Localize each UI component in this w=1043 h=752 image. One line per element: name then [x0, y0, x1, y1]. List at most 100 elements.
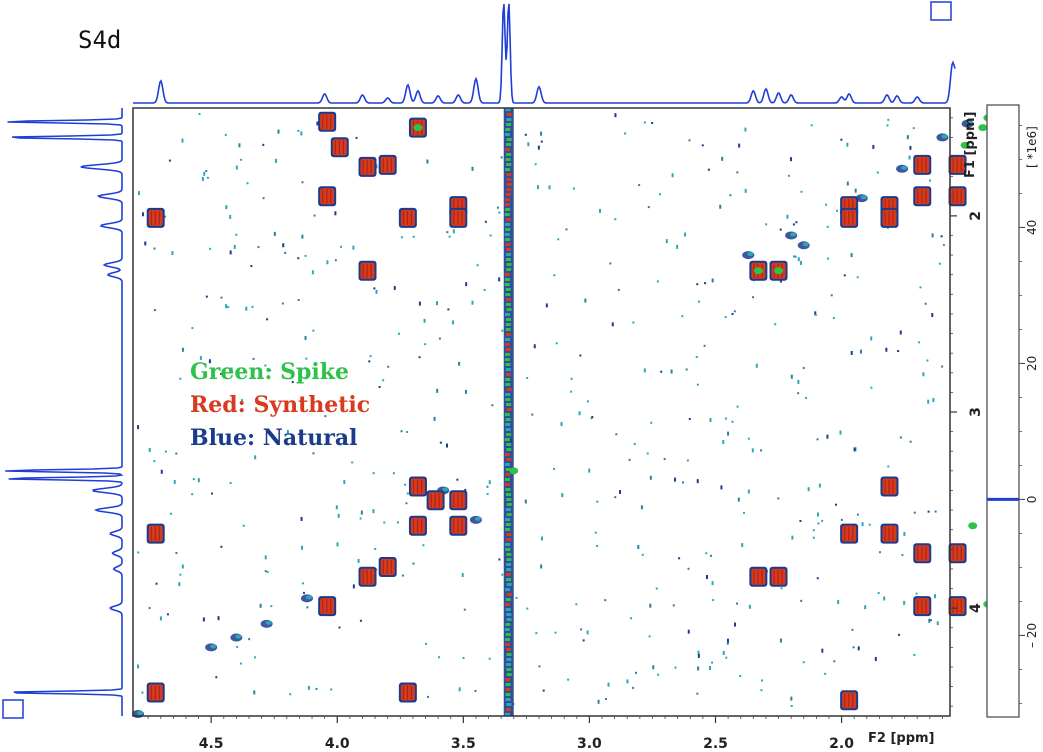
- noise-dot: [870, 336, 873, 341]
- noise-dot: [343, 480, 346, 485]
- noise-dot: [498, 277, 501, 282]
- noise-dot: [742, 511, 745, 514]
- cross-peak-contour: [457, 518, 459, 533]
- cross-peak-contour: [154, 210, 156, 225]
- solvent-segment: [505, 378, 511, 381]
- noise-dot: [524, 499, 527, 504]
- solvent-segment: [504, 213, 510, 216]
- noise-dot: [153, 309, 156, 312]
- noise-dot: [273, 231, 276, 236]
- solvent-segment: [504, 628, 510, 631]
- noise-dot: [903, 531, 906, 536]
- x-tick-label: 4.0: [325, 736, 350, 752]
- solvent-segment: [506, 613, 512, 616]
- noise-dot: [274, 158, 277, 163]
- y-tick-label: 4: [968, 603, 984, 613]
- f2-projection-trace: [133, 3, 956, 104]
- noise-dot: [560, 422, 563, 427]
- solvent-segment: [506, 268, 512, 271]
- diagonal-peak-core: [790, 232, 797, 237]
- noise-dot: [462, 656, 465, 659]
- solvent-segment: [504, 198, 510, 201]
- solvent-segment: [506, 183, 512, 186]
- noise-dot: [579, 354, 582, 357]
- noise-dot: [160, 469, 163, 474]
- solvent-segment: [505, 398, 511, 401]
- noise-dot: [712, 599, 715, 602]
- noise-dot: [181, 347, 184, 352]
- noise-dot: [412, 562, 415, 565]
- noise-dot: [851, 628, 854, 631]
- noise-dot: [553, 274, 556, 277]
- noise-dot: [878, 551, 881, 554]
- solvent-segment: [504, 233, 510, 236]
- solvent-segment: [506, 568, 512, 571]
- noise-dot: [424, 642, 427, 645]
- solvent-segment: [505, 218, 511, 221]
- noise-dot: [604, 599, 607, 602]
- spike-peaks: [413, 114, 993, 608]
- noise-dot: [324, 415, 327, 418]
- noise-dot: [793, 255, 796, 258]
- noise-dot: [253, 690, 256, 695]
- solvent-segment: [506, 648, 512, 651]
- noise-dot: [264, 555, 267, 560]
- noise-dot: [488, 657, 491, 660]
- noise-dot: [254, 455, 257, 460]
- noise-dot: [633, 443, 636, 446]
- noise-dot: [688, 139, 691, 142]
- noise-dot: [852, 646, 855, 649]
- noise-dot: [663, 458, 666, 461]
- noise-dot: [665, 239, 668, 244]
- solvent-segment: [506, 513, 512, 516]
- spike-peak: [509, 467, 519, 475]
- solvent-segment: [504, 203, 510, 206]
- diagonal-peak-core: [802, 242, 809, 247]
- noise-dot: [912, 127, 915, 130]
- noise-dot: [286, 429, 289, 434]
- noise-dot: [545, 303, 548, 308]
- noise-dot: [588, 468, 591, 473]
- cross-peak-contour: [925, 157, 927, 172]
- solvent-segment: [505, 208, 511, 211]
- solvent-segment: [506, 388, 512, 391]
- noise-dot: [850, 350, 853, 355]
- noise-dot: [685, 368, 688, 371]
- noise-dot: [400, 236, 403, 239]
- noise-dot: [908, 155, 911, 160]
- noise-dot: [199, 356, 202, 361]
- noise-dot: [164, 450, 167, 453]
- cross-peak-contour: [406, 685, 409, 700]
- cross-peak-contour: [925, 546, 927, 561]
- noise-dot: [171, 251, 174, 256]
- noise-dot: [163, 215, 166, 218]
- noise-dot: [400, 430, 403, 433]
- solvent-segment: [505, 713, 511, 716]
- diagonal-peak-core: [210, 644, 217, 649]
- noise-dot: [780, 587, 783, 590]
- noise-dot: [181, 138, 184, 143]
- noise-dot: [826, 225, 829, 228]
- noise-dot: [676, 244, 679, 249]
- solvent-segment: [505, 473, 511, 476]
- noise-dot: [418, 301, 421, 306]
- solvent-segment: [504, 478, 510, 481]
- noise-dot: [779, 228, 782, 231]
- noise-dot: [731, 313, 734, 316]
- noise-dot: [812, 536, 815, 539]
- noise-dot: [229, 214, 232, 219]
- cross-peak-contour: [892, 199, 894, 214]
- noise-dot: [586, 400, 589, 403]
- noise-dot: [216, 433, 219, 436]
- noise-dot: [722, 650, 725, 655]
- noise-dot: [437, 656, 440, 659]
- noise-dot: [678, 557, 681, 560]
- noise-dot: [938, 262, 941, 265]
- cross-peak-contour: [461, 199, 463, 214]
- solvent-segment: [505, 368, 511, 371]
- noise-dot: [885, 347, 888, 352]
- noise-dot: [465, 282, 468, 287]
- noise-dot: [312, 329, 315, 332]
- cross-peak-contour: [884, 479, 886, 494]
